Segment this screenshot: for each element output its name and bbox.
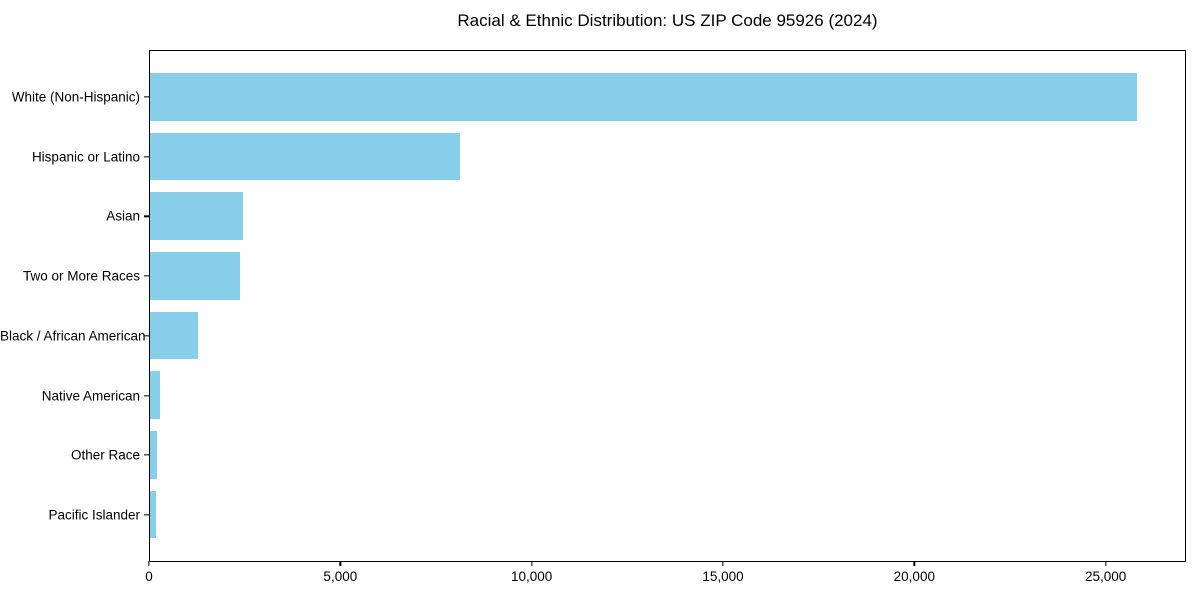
y-tick-label-hispanic-or-latino: Hispanic or Latino bbox=[31, 149, 140, 165]
x-tick-mark bbox=[531, 561, 533, 566]
bar-pacific-islander bbox=[150, 490, 156, 539]
bar-hispanic-or-latino bbox=[150, 132, 460, 181]
bar-white-non-hispanic bbox=[150, 72, 1138, 121]
y-tick-mark bbox=[144, 215, 149, 218]
y-tick-label-white-non-hispanic: White (Non-Hispanic) bbox=[11, 89, 140, 105]
y-tick-mark bbox=[144, 275, 149, 277]
y-tick-mark bbox=[144, 156, 149, 158]
x-tick-label-20-000: 20,000 bbox=[893, 569, 935, 584]
y-tick-label-other-race: Other Race bbox=[70, 447, 140, 463]
bar-asian bbox=[150, 192, 243, 241]
x-tick-mark bbox=[722, 561, 724, 566]
x-tick-label-0: 0 bbox=[145, 569, 153, 584]
bar-black-african-american bbox=[150, 311, 198, 360]
y-tick-label-pacific-islander: Pacific Islander bbox=[48, 507, 140, 523]
y-tick-mark bbox=[144, 96, 149, 98]
y-tick-mark bbox=[144, 454, 149, 456]
x-tick-mark bbox=[339, 561, 341, 566]
y-tick-label-asian: Asian bbox=[106, 208, 140, 224]
plot-area bbox=[149, 50, 1186, 562]
x-tick-mark bbox=[1104, 561, 1107, 566]
y-tick-mark bbox=[144, 514, 149, 516]
x-tick-label-25-000: 25,000 bbox=[1084, 569, 1127, 584]
x-tick-label-5-000: 5,000 bbox=[323, 569, 358, 584]
x-tick-mark bbox=[913, 561, 915, 566]
x-tick-label-10-000: 10,000 bbox=[511, 569, 553, 584]
y-tick-label-black-african-american: Black / African American bbox=[0, 328, 146, 344]
y-tick-mark bbox=[144, 394, 149, 397]
y-tick-mark bbox=[144, 335, 149, 337]
y-tick-label-native-american: Native American bbox=[41, 387, 140, 403]
bar-native-american bbox=[150, 371, 160, 420]
chart-title: Racial & Ethnic Distribution: US ZIP Cod… bbox=[457, 11, 878, 30]
x-tick-mark bbox=[148, 561, 150, 566]
bar-other-race bbox=[150, 431, 158, 479]
x-tick-label-15-000: 15,000 bbox=[702, 569, 744, 584]
bar-two-or-more-races bbox=[150, 251, 240, 300]
y-tick-label-two-or-more-races: Two or More Races bbox=[22, 268, 140, 284]
